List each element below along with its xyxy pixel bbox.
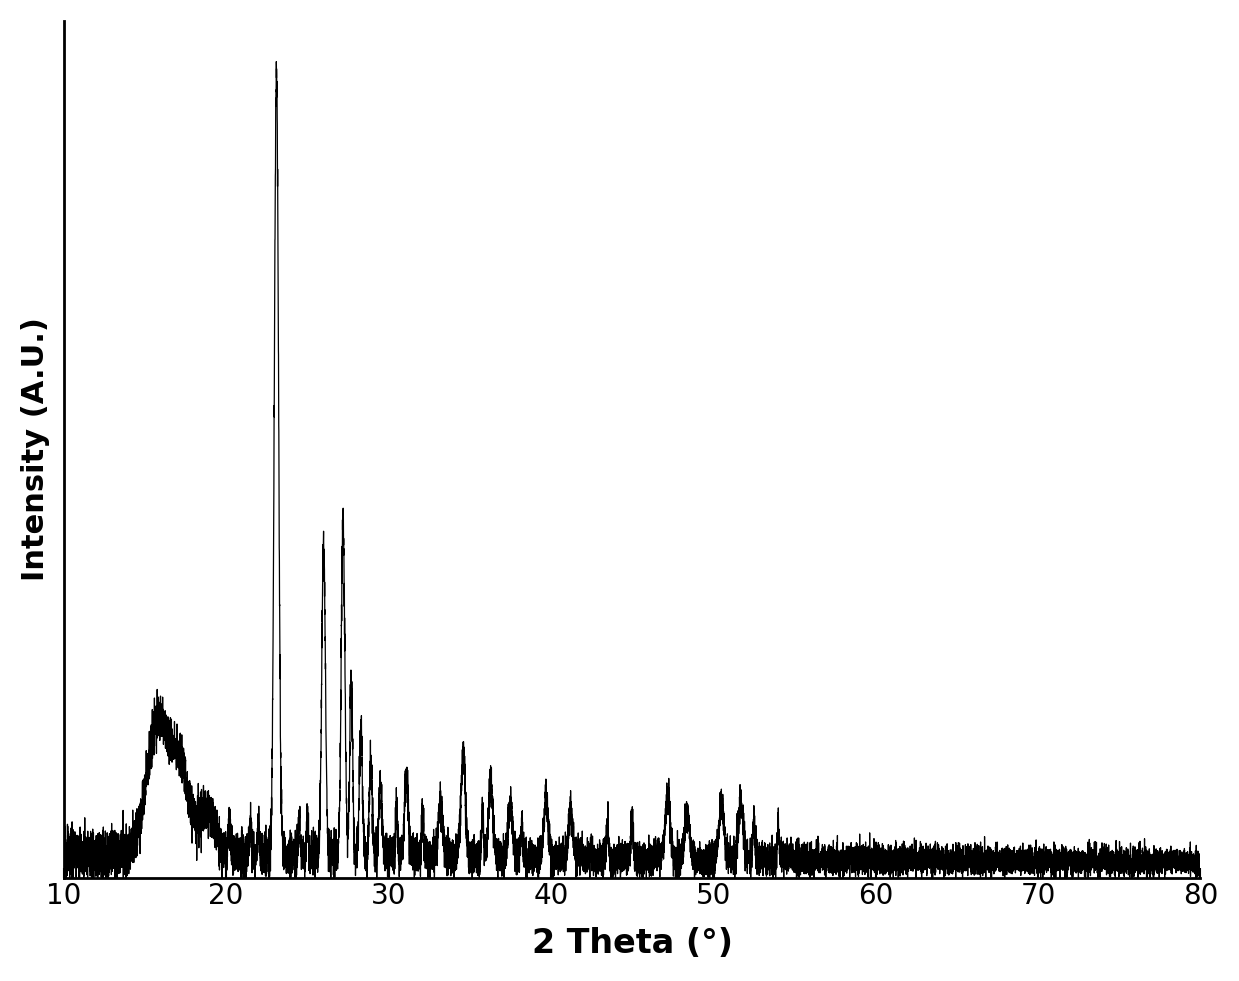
Y-axis label: Intensity (A.U.): Intensity (A.U.) <box>21 317 50 581</box>
X-axis label: 2 Theta (°): 2 Theta (°) <box>532 927 732 960</box>
